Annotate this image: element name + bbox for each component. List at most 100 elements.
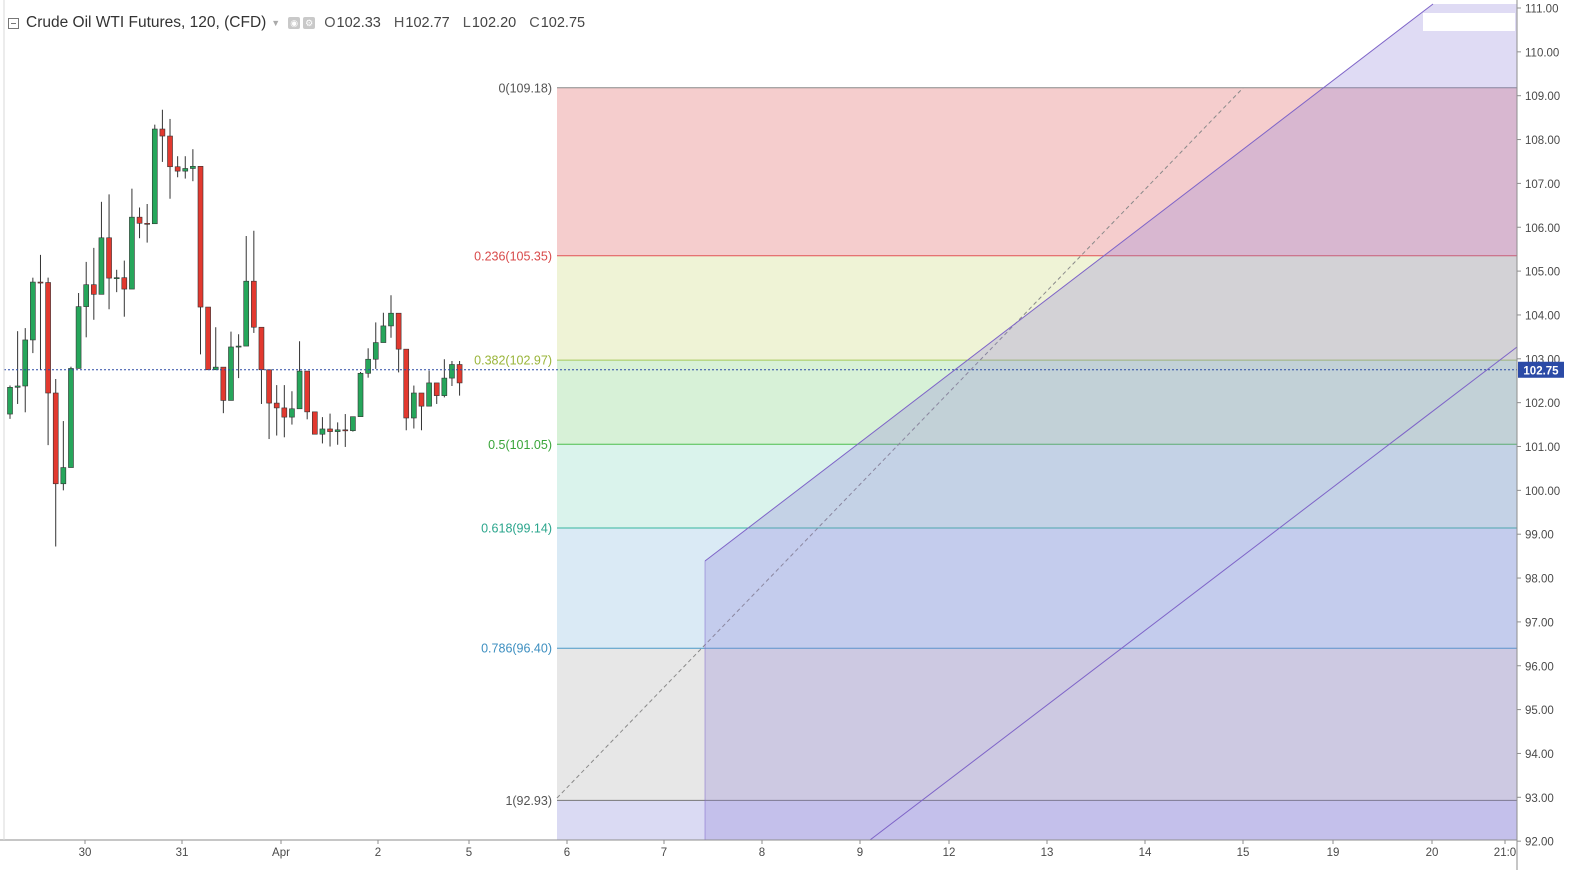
candle-body (144, 223, 150, 225)
candle-body (190, 165, 196, 169)
low-label: L (462, 15, 471, 31)
y-tick-label: 111.00 (1525, 4, 1558, 16)
x-tick-label: 20 (1426, 847, 1439, 859)
candle-body (311, 411, 318, 435)
fib-zone-2 (557, 360, 1517, 445)
candle-body (136, 216, 143, 224)
candle-body (258, 326, 265, 371)
chevron-down-icon[interactable]: ▼ (271, 18, 281, 28)
y-tick-label: 108.00 (1525, 135, 1560, 147)
candle (37, 254, 44, 370)
x-tick-label: 7 (661, 847, 667, 859)
candle-body (98, 237, 105, 295)
candle-body (334, 429, 341, 432)
close-label: C (529, 15, 540, 31)
candle (273, 385, 280, 436)
close-value: 102.75 (540, 15, 586, 31)
candle-body (113, 277, 120, 279)
y-tick-label: 110.00 (1525, 47, 1559, 59)
candle (418, 392, 425, 431)
candle (357, 371, 364, 417)
y-tick-label: 99.00 (1525, 530, 1554, 542)
gear-icon[interactable]: ⚙ (303, 17, 316, 29)
chart-header: Crude Oil WTI Futures, 120, (CFD) ▼ ◉ ⚙ … (8, 11, 594, 35)
candle-body (449, 364, 455, 379)
candle (251, 230, 257, 333)
candle (304, 370, 310, 420)
fibonacci-retracement[interactable]: 0(109.18) 0.236(105.35) 0.382(102.97) 0.5(1… (474, 81, 1517, 840)
candle-body (91, 284, 97, 295)
x-tick-label: 30 (79, 847, 92, 859)
candle-body (75, 306, 82, 369)
high-label: H (393, 15, 405, 31)
candle-body (243, 280, 250, 347)
candle (395, 312, 402, 373)
candle (75, 293, 82, 369)
x-tick-label: 9 (857, 847, 863, 859)
candle (174, 156, 181, 178)
candle-body (380, 325, 387, 343)
candle (235, 334, 242, 379)
channel-fill (705, 4, 1517, 840)
candle (426, 370, 432, 407)
symbol-title[interactable]: Crude Oil WTI Futures, 120, (CFD) (26, 14, 267, 31)
fib-trend-line (556, 87, 1244, 799)
fib-label-0.236: 0.236(105.35) (474, 249, 552, 263)
candle-body (342, 429, 349, 432)
candle (113, 269, 120, 293)
candle (129, 188, 135, 290)
candle (411, 385, 417, 429)
candle-body (273, 402, 280, 409)
candle-body (14, 385, 21, 388)
fib-zone-5 (557, 648, 1517, 801)
candle-body (159, 128, 166, 137)
candle-body (411, 392, 417, 419)
y-tick-label: 97.00 (1525, 617, 1554, 629)
x-tick-label: 14 (1139, 847, 1152, 859)
candle (289, 391, 295, 425)
candle (136, 207, 143, 239)
candle-body (350, 416, 356, 432)
candle-body (289, 408, 295, 418)
price-scale-label-box (1423, 13, 1515, 31)
y-tick-label: 94.00 (1525, 749, 1554, 761)
y-tick-label: 98.00 (1525, 574, 1554, 586)
candle (433, 382, 440, 404)
fib-label-0.786: 0.786(96.40) (481, 642, 552, 656)
collapse-icon[interactable] (8, 17, 19, 29)
x-tick-label: 31 (176, 847, 189, 859)
candle (60, 421, 67, 491)
fib-zone-0 (557, 87, 1517, 256)
candle (106, 194, 112, 310)
candle-body (197, 165, 204, 308)
candle (45, 277, 51, 446)
candle-body (52, 392, 59, 485)
candle-body (357, 372, 364, 417)
eye-icon[interactable]: ◉ (288, 17, 301, 29)
last-price-badge (1518, 361, 1564, 378)
candle-body (319, 428, 326, 435)
candle-body (205, 306, 211, 371)
fib-zone-1 (557, 255, 1517, 361)
x-tick-label: 6 (564, 847, 570, 859)
y-tick-label: 106.00 (1525, 223, 1560, 235)
y-tick-label: 95.00 (1525, 705, 1554, 717)
candle-body (418, 392, 425, 407)
candle-body (129, 216, 135, 290)
candle (365, 348, 371, 378)
candle-body (266, 369, 272, 404)
candle (372, 322, 379, 369)
candle-body (228, 346, 234, 401)
low-value: 102.20 (471, 15, 517, 31)
candle-body (167, 135, 173, 168)
y-tick-label: 102.00 (1525, 398, 1560, 410)
parallel-channel[interactable] (704, 3, 1518, 841)
candle-body (60, 467, 67, 485)
candle (220, 366, 227, 414)
candle-body (182, 168, 189, 172)
x-tick-label: 19 (1327, 847, 1340, 859)
y-tick-label: 107.00 (1525, 179, 1560, 191)
y-tick-label: 93.00 (1525, 793, 1554, 805)
